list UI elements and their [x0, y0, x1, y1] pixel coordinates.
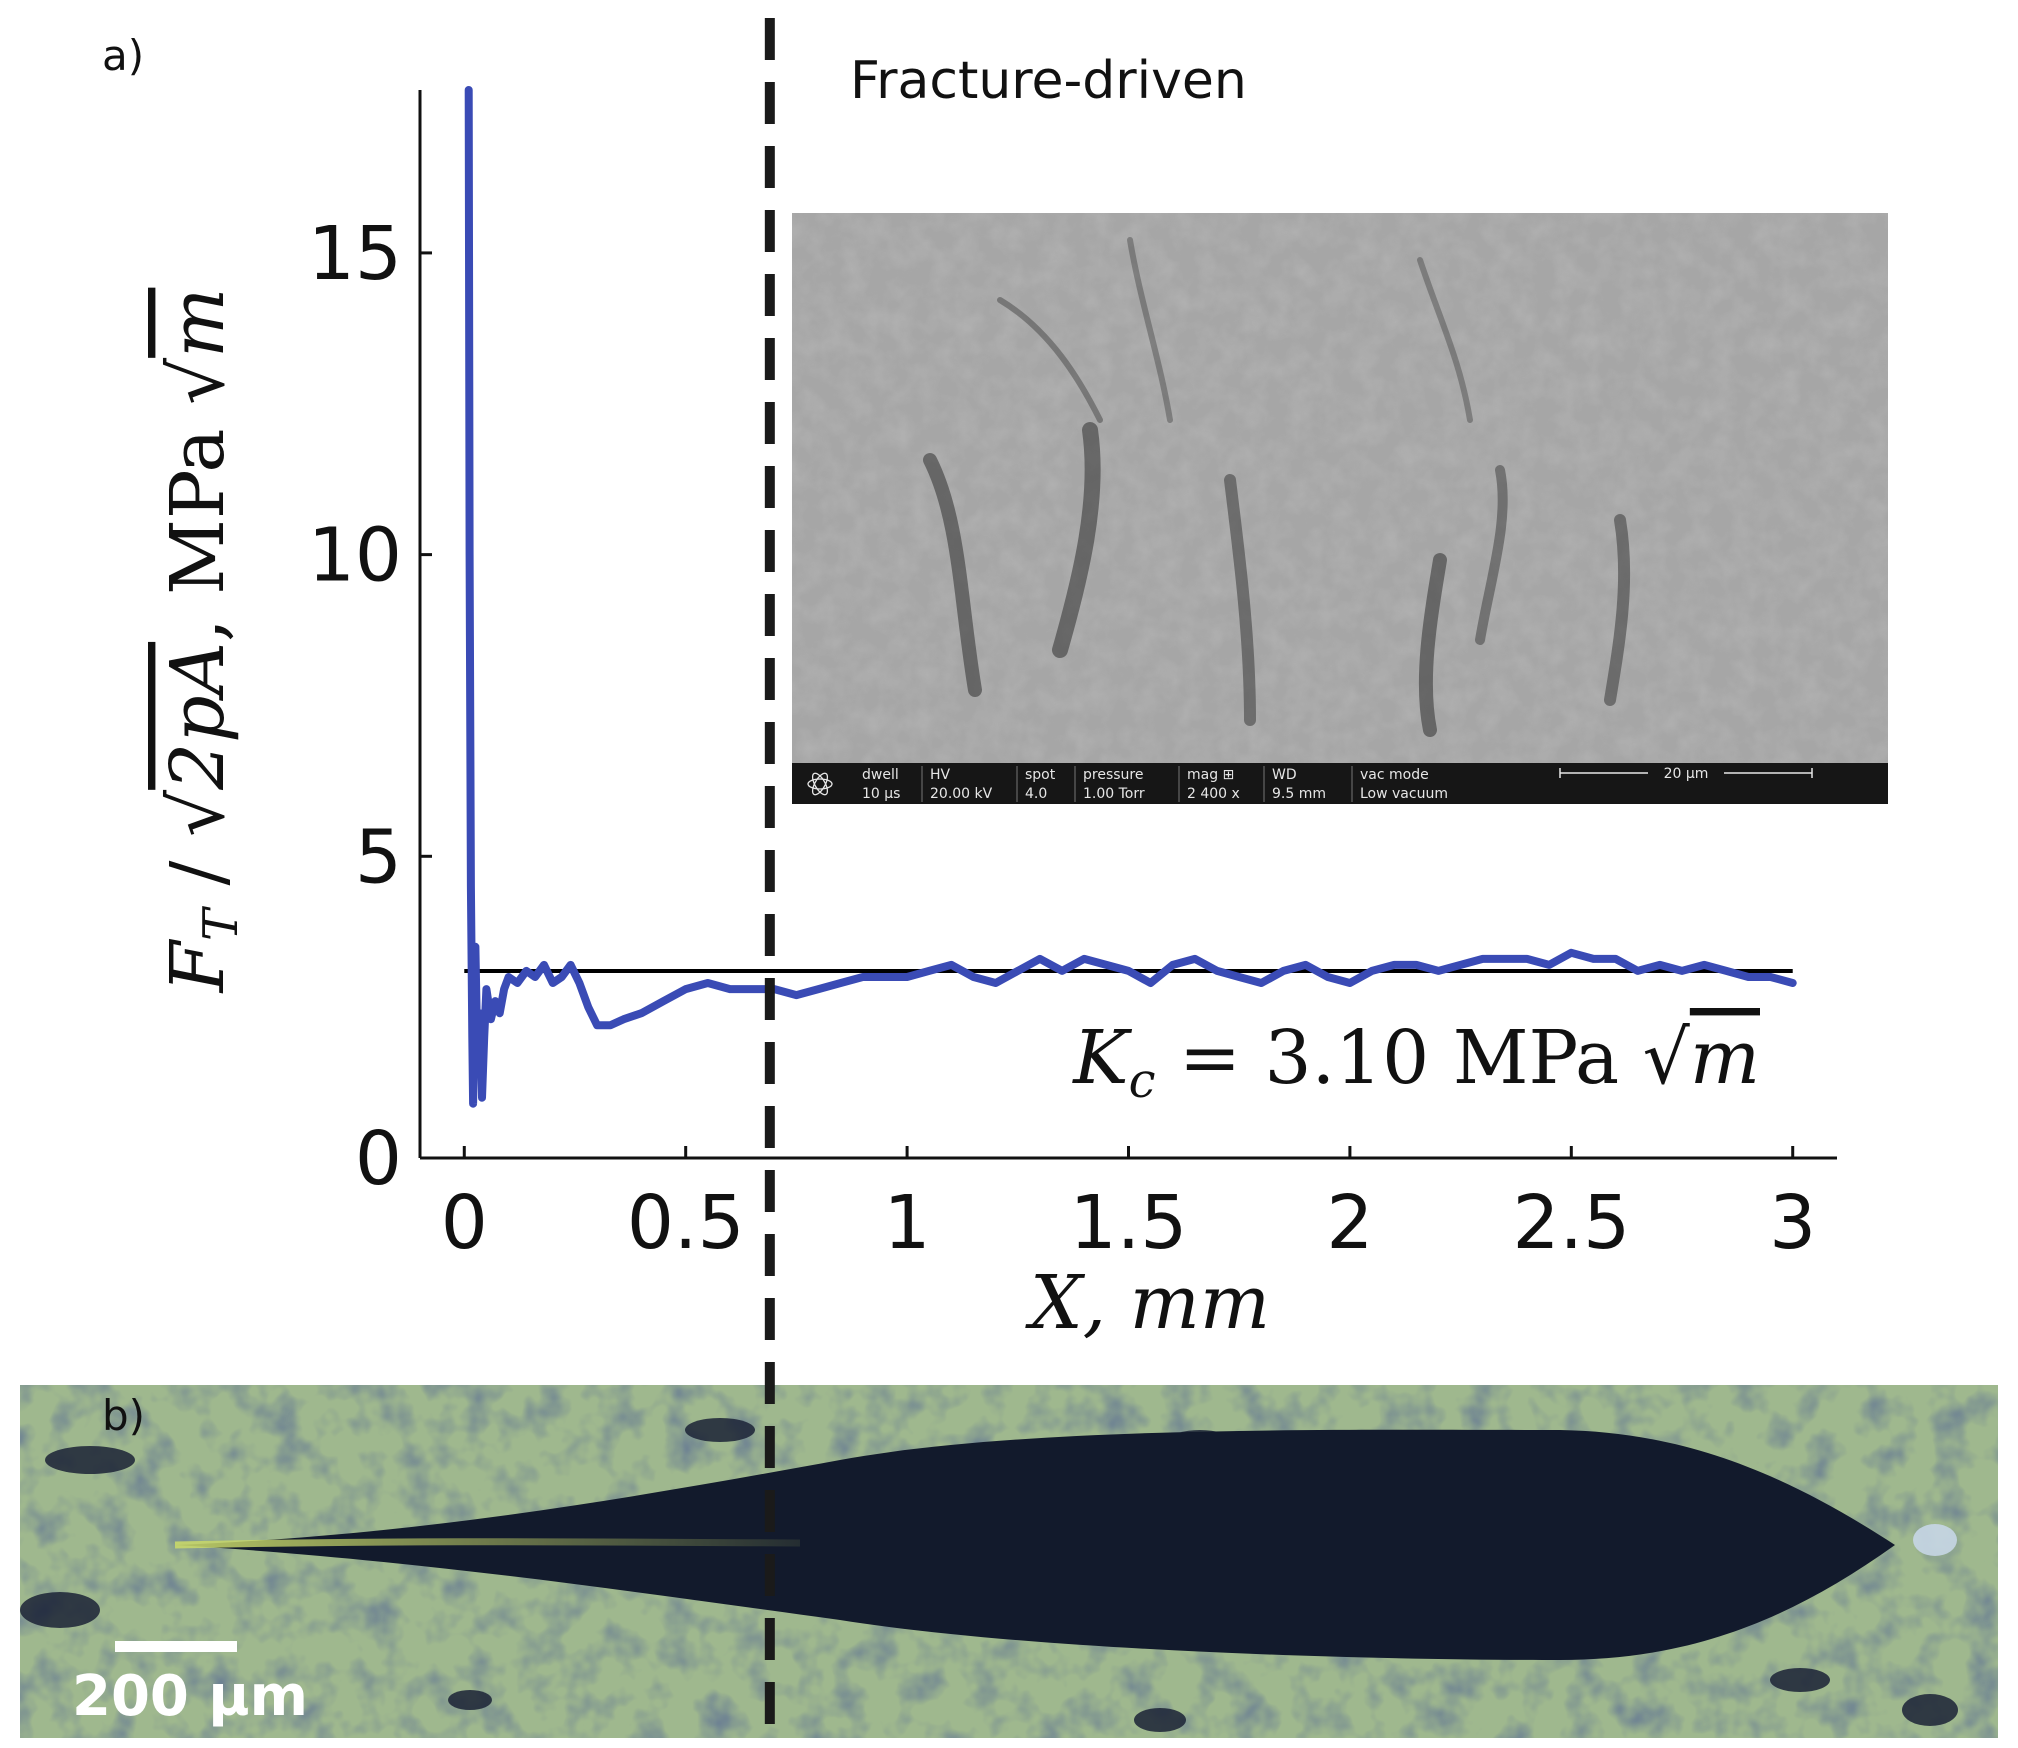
- panel-b-label: b): [102, 1391, 145, 1440]
- sem-field-label: WD: [1272, 767, 1297, 783]
- kc-subscript: c: [1129, 1053, 1156, 1109]
- micrograph-scale-label: 200 µm: [72, 1664, 308, 1729]
- micrograph-void: [1913, 1524, 1957, 1556]
- probe-highlight: [174, 1538, 801, 1549]
- region-label: Fracture-driven: [850, 51, 1247, 111]
- x-tick-label: 3: [1769, 1180, 1816, 1266]
- sem-field-value: 2 400 x: [1187, 786, 1240, 802]
- sem-field-label: pressure: [1083, 767, 1143, 783]
- sem-field-label: mag ⊞: [1187, 767, 1234, 783]
- sem-field-label: dwell: [862, 767, 899, 783]
- kc-symbol: K: [1071, 1015, 1132, 1101]
- x-tick-label: 0: [441, 1180, 488, 1266]
- kc-sqrt-sign: √: [1643, 1015, 1691, 1101]
- sem-scale-bar: 20 µm: [1559, 764, 1813, 782]
- y-tick-label: 10: [308, 513, 402, 599]
- x-tick-label: 0.5: [627, 1180, 745, 1266]
- x-tick-label: 2: [1326, 1180, 1373, 1266]
- sem-field-label: spot: [1025, 767, 1056, 783]
- x-tick-label: 2.5: [1512, 1180, 1630, 1266]
- ylabel-unit: , MPa: [155, 405, 241, 642]
- y-tick-label: 5: [355, 814, 402, 900]
- sem-inset: dwell 10 µs HV 20.00 kV spot 4.0 pressure 1.00 …: [792, 213, 1888, 804]
- sem-scale-label: 20 µm: [1664, 766, 1709, 782]
- sem-field-value: 4.0: [1025, 786, 1047, 802]
- sem-info-fields: dwell 10 µs HV 20.00 kV spot 4.0 pressure 1.00 …: [862, 766, 1448, 802]
- chart-plot-area: [464, 86, 1797, 1108]
- ylabel-unit-sqrt-arg: m: [155, 288, 241, 358]
- ylabel-sqrt-arg: 2pA: [155, 642, 241, 791]
- indentation-track: [175, 1429, 1895, 1660]
- micrograph: b) 200 µm: [20, 1385, 1998, 1738]
- ylabel-sub: T: [193, 906, 249, 941]
- micrograph-lacunae: [20, 1418, 1958, 1732]
- chart-axes: 0 5 10 15 0 0.5 1 1.5 2 2.5 3: [308, 90, 1837, 1266]
- sem-field-label: vac mode: [1360, 767, 1429, 783]
- sem-field-value: Low vacuum: [1360, 786, 1448, 802]
- kc-sqrt-arg: m: [1690, 1015, 1760, 1101]
- sem-atom-icon: [807, 772, 833, 796]
- panel-a-label: a): [102, 31, 144, 80]
- svg-text:FT / √2pA, MPa √m: FT / √2pA, MPa √m: [155, 288, 249, 995]
- x-axis-label: X, mm: [1025, 1260, 1270, 1346]
- series-line: [464, 86, 1797, 1108]
- sem-field-label: HV: [930, 767, 951, 783]
- kc-value: = 3.10 MPa: [1155, 1015, 1642, 1101]
- x-tick-label: 1.5: [1070, 1180, 1188, 1266]
- y-tick-label: 15: [308, 211, 402, 297]
- micrograph-scale-bar: [115, 1641, 237, 1652]
- ylabel-slash: /: [155, 837, 241, 909]
- x-tick-label: 1: [884, 1180, 931, 1266]
- ylabel-sqrt-sign: √: [155, 789, 241, 837]
- sem-crack-ridges: [923, 237, 1631, 737]
- sem-field-value: 20.00 kV: [930, 786, 993, 802]
- sem-field-value: 9.5 mm: [1272, 786, 1326, 802]
- sem-field-value: 1.00 Torr: [1083, 786, 1145, 802]
- ylabel-unit-sqrt-sign: √: [155, 357, 241, 405]
- sem-field-value: 10 µs: [862, 786, 900, 802]
- ylabel-f: F: [155, 938, 241, 994]
- y-tick-label: 0: [355, 1116, 402, 1202]
- kc-annotation: Kc = 3.10 MPa √m: [1071, 1015, 1760, 1109]
- y-axis-label: FT / √2pA, MPa √m: [155, 288, 249, 995]
